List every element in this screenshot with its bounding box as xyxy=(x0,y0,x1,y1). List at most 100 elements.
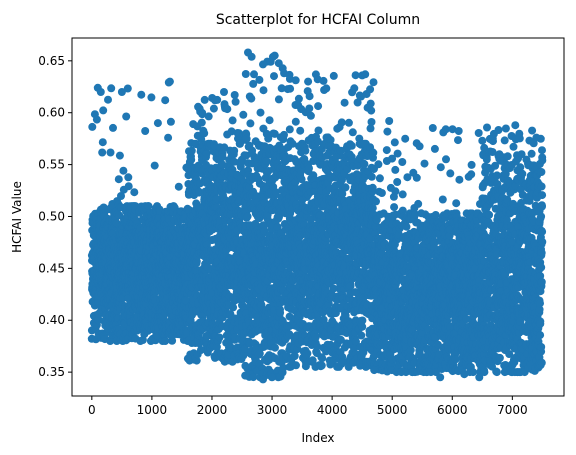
data-point xyxy=(322,84,331,93)
data-point xyxy=(223,105,232,114)
data-point xyxy=(329,71,338,80)
data-point xyxy=(246,119,255,128)
data-point xyxy=(174,182,183,191)
data-point xyxy=(372,197,380,206)
data-point xyxy=(215,333,224,342)
data-point xyxy=(256,108,265,117)
data-point xyxy=(292,361,300,370)
data-point xyxy=(137,90,146,99)
data-point xyxy=(369,148,378,157)
data-point xyxy=(230,157,239,166)
plot-points xyxy=(87,48,547,384)
data-point xyxy=(255,75,264,84)
data-point xyxy=(270,72,278,81)
data-point xyxy=(369,78,378,87)
data-point xyxy=(348,128,357,137)
data-point xyxy=(314,126,323,135)
data-point xyxy=(290,352,299,360)
data-point xyxy=(262,157,271,165)
data-point xyxy=(92,115,101,124)
data-point xyxy=(314,102,323,111)
data-point xyxy=(344,118,353,127)
data-point xyxy=(99,106,108,115)
data-point xyxy=(366,99,375,108)
data-point xyxy=(240,344,249,353)
data-point xyxy=(195,188,203,197)
data-point xyxy=(147,93,156,102)
data-point xyxy=(197,346,205,354)
data-point xyxy=(367,106,376,115)
data-point xyxy=(242,134,251,143)
data-point xyxy=(187,146,196,155)
data-point xyxy=(259,86,268,95)
chart-title: Scatterplot for HCFAI Column xyxy=(216,12,420,28)
data-point xyxy=(150,161,159,170)
data-point xyxy=(200,95,209,104)
data-point xyxy=(115,151,124,160)
data-point xyxy=(124,182,133,191)
data-point xyxy=(247,94,256,103)
data-point xyxy=(231,97,240,106)
data-point xyxy=(117,192,125,200)
data-point xyxy=(198,110,207,119)
data-point xyxy=(104,95,112,104)
data-point xyxy=(301,146,310,155)
data-point xyxy=(366,85,375,94)
data-point xyxy=(229,303,238,312)
data-point xyxy=(109,123,117,132)
data-point xyxy=(243,212,252,221)
data-point xyxy=(164,133,173,142)
data-point xyxy=(114,175,123,184)
data-point xyxy=(291,76,300,85)
data-point xyxy=(274,95,283,104)
data-point xyxy=(383,127,392,136)
data-point xyxy=(306,111,315,120)
data-point xyxy=(241,70,250,78)
data-point xyxy=(202,149,211,158)
data-point xyxy=(239,110,248,119)
data-point xyxy=(319,76,328,85)
data-point xyxy=(249,373,258,382)
data-point xyxy=(317,361,326,370)
data-point xyxy=(192,356,201,365)
data-point xyxy=(249,79,258,88)
data-point xyxy=(124,173,133,182)
data-point xyxy=(141,127,150,135)
data-point xyxy=(347,141,356,150)
data-point xyxy=(94,316,103,325)
data-point xyxy=(360,160,369,169)
data-point xyxy=(305,164,313,173)
data-point xyxy=(382,146,391,155)
data-point xyxy=(264,134,273,143)
data-point xyxy=(98,148,107,157)
data-point xyxy=(357,331,366,340)
data-point xyxy=(227,127,236,136)
data-point xyxy=(218,153,227,161)
data-point xyxy=(187,155,196,164)
data-point xyxy=(294,94,303,103)
data-point xyxy=(318,354,327,363)
data-point xyxy=(367,118,376,126)
data-point xyxy=(255,349,264,358)
data-point xyxy=(260,226,269,235)
data-point xyxy=(166,117,175,126)
data-point xyxy=(161,96,170,105)
data-point xyxy=(273,223,282,231)
data-point xyxy=(197,118,206,127)
data-point xyxy=(377,189,386,197)
data-point xyxy=(286,84,295,93)
data-point xyxy=(340,98,349,107)
data-point xyxy=(296,126,305,135)
data-point xyxy=(98,138,107,147)
data-point xyxy=(161,337,170,345)
data-point xyxy=(303,349,312,358)
data-point xyxy=(285,125,294,134)
data-point xyxy=(144,202,153,211)
data-point xyxy=(204,112,213,121)
data-point xyxy=(119,166,128,175)
data-point xyxy=(272,188,280,197)
data-point xyxy=(276,308,285,317)
data-point xyxy=(350,84,359,93)
data-point xyxy=(375,174,384,183)
